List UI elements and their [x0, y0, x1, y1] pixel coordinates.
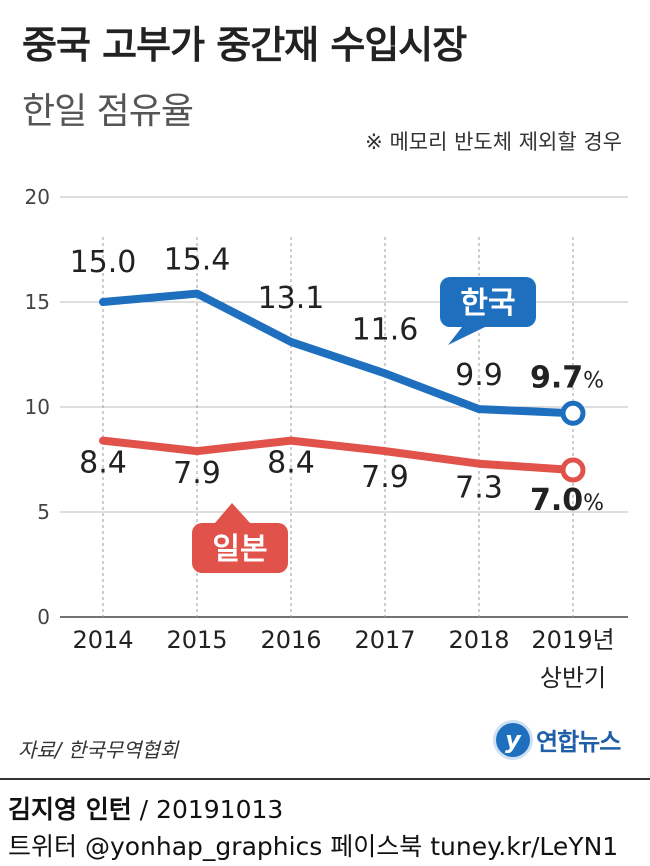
end-point-marker [560, 457, 586, 483]
data-label: 13.1 [258, 281, 325, 316]
data-label: 7.3 [455, 471, 503, 506]
legend-bubble-tail [215, 503, 250, 523]
data-label: 8.4 [267, 446, 315, 481]
data-label: 9.7% [530, 360, 604, 395]
y-tick-label: 15 [25, 290, 50, 314]
yonhap-logo-icon: y [496, 722, 530, 757]
series-line-korea [99, 289, 577, 418]
footer-divider [0, 778, 650, 780]
chart-subtitle: 한일 점유율 [22, 91, 194, 132]
y-tick-label: 10 [25, 395, 50, 419]
y-tick-label: 20 [25, 185, 50, 209]
x-tick-label: 2017 [354, 626, 415, 654]
data-label: 15.4 [164, 243, 231, 278]
x-tick-label: 2018 [448, 626, 509, 654]
data-label: 8.4 [79, 446, 127, 481]
series-line-japan [99, 436, 577, 474]
end-point-marker [560, 400, 586, 426]
data-label: 11.6 [352, 312, 419, 347]
legend-label-korea: 한국 [460, 286, 515, 321]
author-name: 김지영 인턴 [8, 795, 132, 824]
x-tick-label: 2015 [166, 626, 227, 654]
data-label: 7.0% [530, 483, 604, 518]
credit-separator: / [131, 795, 157, 824]
yonhap-logo: y 연합뉴스 [496, 722, 621, 757]
credit-line: 김지영 인턴 / 20191013 [8, 790, 283, 826]
yonhap-logo-text: 연합뉴스 [536, 728, 621, 756]
unit-suffix: % [583, 491, 604, 516]
y-tick-label: 5 [37, 500, 50, 524]
data-label: 9.9 [455, 358, 503, 393]
social-links: 트위터 @yonhap_graphics 페이스북 tuney.kr/LeYN1 [8, 832, 619, 861]
chart-note: ※ 메모리 반도체 제외할 경우 [365, 130, 622, 154]
source-text: 자료/ 한국무역협회 [18, 738, 179, 762]
unit-suffix: % [583, 368, 604, 393]
x-tick-label: 상반기 [540, 664, 606, 692]
data-label: 7.9 [173, 456, 221, 491]
legend-bubble [440, 277, 536, 327]
chart-title: 중국 고부가 중간재 수입시장 [22, 23, 467, 67]
legend-label-japan: 일본 [212, 532, 267, 567]
x-tick-label: 2019년 [531, 626, 614, 654]
x-tick-label: 2016 [260, 626, 321, 654]
credit-date: 20191013 [156, 795, 284, 824]
legend-bubble [192, 523, 288, 573]
data-label: 7.9 [361, 460, 409, 495]
x-tick-label: 2014 [72, 626, 133, 654]
y-tick-label: 0 [37, 605, 50, 629]
data-label: 15.0 [70, 245, 137, 280]
legend-bubble-tail [448, 327, 485, 345]
